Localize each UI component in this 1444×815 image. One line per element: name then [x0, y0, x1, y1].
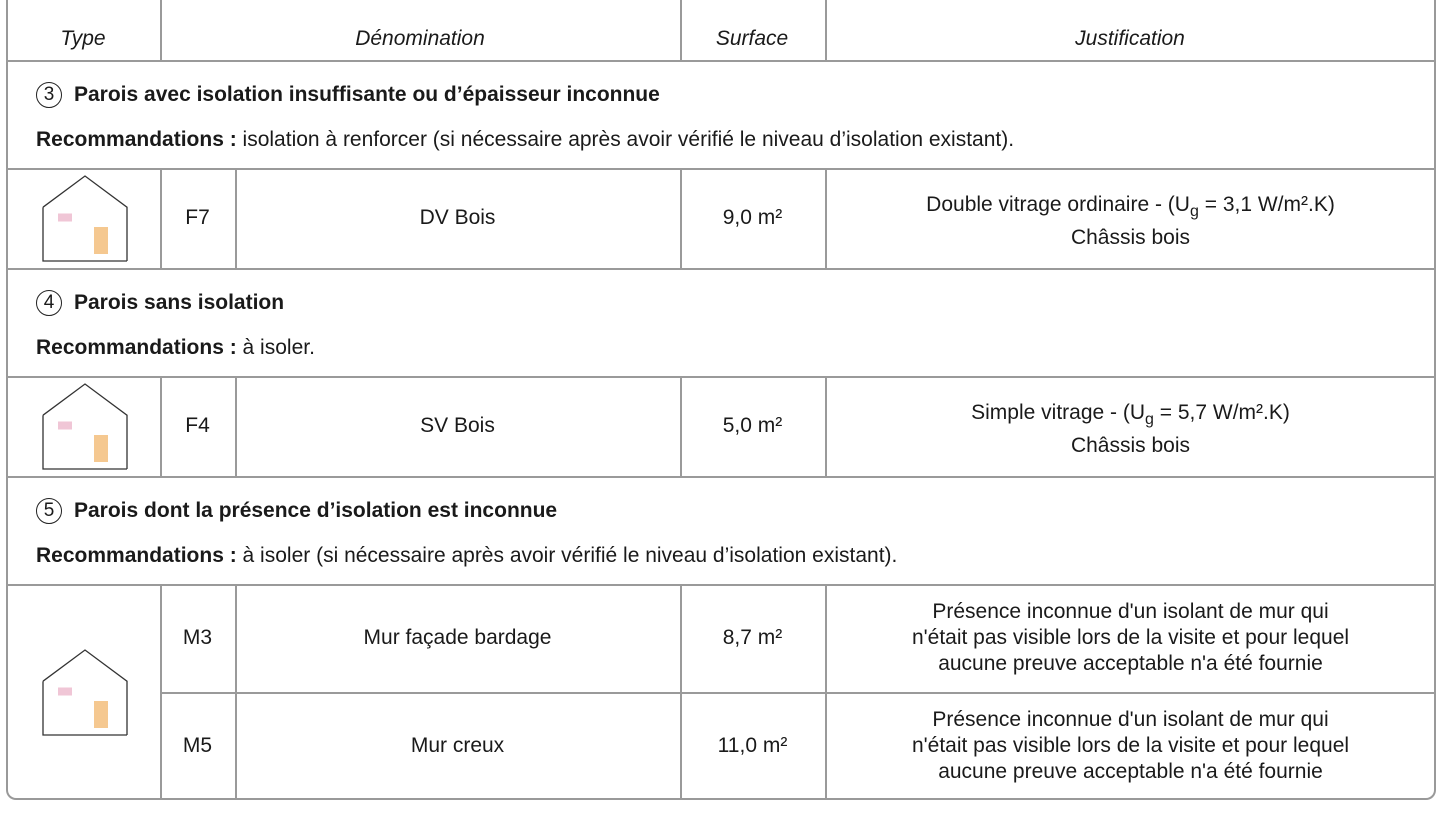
surface: 11,0 m²: [717, 734, 788, 757]
rule: [6, 476, 1436, 478]
justification-line: aucune preuve acceptable n'a été fournie: [938, 652, 1323, 675]
surface: 8,7 m²: [722, 626, 783, 649]
type-icon: [42, 383, 128, 470]
name: DV Bois: [419, 206, 496, 229]
section-title: 3 Parois avec isolation insuffisante ou d…: [36, 82, 660, 109]
section-title-text: Parois dont la présence d’isolation est …: [74, 499, 558, 522]
recommendation-text: isolation à renforcer (si nécessaire apr…: [242, 128, 1015, 151]
rule: [825, 376, 827, 476]
surface: 5,0 m²: [722, 414, 783, 437]
recommendation-label: Recommandations :: [36, 128, 237, 151]
rule: [160, 692, 1436, 694]
justification-line: n'était pas visible lors de la visite et…: [911, 734, 1350, 757]
section-number: 5: [36, 498, 62, 525]
justification-line: aucune preuve acceptable n'a été fournie: [938, 760, 1323, 783]
recommendation-label: Recommandations :: [36, 336, 237, 359]
justification-line: Présence inconnue d'un isolant de mur qu…: [932, 600, 1329, 623]
justification-line: Châssis bois: [1070, 434, 1191, 458]
recommendation: Recommandations : isolation à renforcer …: [36, 127, 1014, 153]
rule: [6, 376, 1436, 378]
type-icon: [42, 649, 128, 736]
rule: [160, 0, 162, 60]
rule: [160, 168, 162, 268]
rule: [825, 584, 827, 800]
rule: [6, 268, 1436, 270]
section-title-text: Parois avec isolation insuffisante ou d’…: [74, 83, 660, 106]
rule: [235, 168, 237, 268]
section-title: 5 Parois dont la présence d’isolation est…: [36, 498, 558, 525]
type-icon: [42, 175, 128, 262]
justification-line: Châssis bois: [1070, 226, 1191, 250]
recommendation-text: à isoler (si nécessaire après avoir véri…: [242, 544, 898, 567]
justification: Présence inconnue d'un isolant de mur qu…: [912, 599, 1349, 677]
justification-part: = 3,1 W/m².K): [1198, 193, 1335, 216]
recommendation: Recommandations : à isoler.: [36, 335, 315, 361]
code: F7: [185, 206, 210, 229]
section-title: 4 Parois sans isolation: [36, 290, 285, 317]
surface: 9,0 m²: [722, 206, 783, 229]
column-header: Type: [60, 27, 106, 50]
justification-line: Simple vitrage - (Ug = 5,7 W/m².K): [971, 400, 1290, 433]
code: F4: [185, 414, 210, 437]
recommendation: Recommandations : à isoler (si nécessair…: [36, 543, 897, 569]
rule: [825, 0, 827, 60]
justification: Double vitrage ordinaire - (Ug = 3,1 W/m…: [926, 192, 1335, 251]
justification-part: = 5,7 W/m².K): [1153, 401, 1290, 424]
section-number: 3: [36, 82, 62, 109]
rule: [825, 168, 827, 268]
rule: [680, 0, 682, 60]
justification-part: Simple vitrage - (U: [971, 401, 1146, 424]
rule: [6, 584, 1436, 586]
column-header: Surface: [715, 27, 789, 50]
name: Mur creux: [410, 734, 505, 757]
rule: [160, 584, 162, 800]
justification-part: g: [1189, 203, 1199, 221]
recommendation-text: à isoler.: [242, 336, 315, 359]
justification-line: n'était pas visible lors de la visite et…: [911, 626, 1350, 649]
table-frame: [6, 0, 1436, 800]
justification-part: Double vitrage ordinaire - (U: [926, 193, 1190, 216]
rule: [680, 376, 682, 476]
recommendation-label: Recommandations :: [36, 544, 237, 567]
justification: Simple vitrage - (Ug = 5,7 W/m².K) Châssi…: [971, 400, 1290, 459]
section-title-text: Parois sans isolation: [74, 291, 285, 314]
justification-line: Présence inconnue d'un isolant de mur qu…: [932, 708, 1329, 731]
justification-part: g: [1145, 411, 1154, 429]
justification-line: Double vitrage ordinaire - (Ug = 3,1 W/m…: [926, 192, 1335, 225]
rule: [235, 376, 237, 476]
code: M5: [182, 734, 213, 757]
rule: [6, 168, 1436, 170]
rule: [680, 168, 682, 268]
name: Mur façade bardage: [363, 626, 552, 649]
justification: Présence inconnue d'un isolant de mur qu…: [912, 707, 1349, 785]
name: SV Bois: [420, 414, 495, 437]
rule: [235, 584, 237, 800]
section-number: 4: [36, 290, 62, 317]
column-header: Dénomination: [355, 27, 485, 50]
rule: [6, 60, 1436, 62]
code: M3: [182, 626, 213, 649]
rule: [680, 584, 682, 800]
column-header: Justification: [1075, 27, 1185, 50]
rule: [160, 376, 162, 476]
